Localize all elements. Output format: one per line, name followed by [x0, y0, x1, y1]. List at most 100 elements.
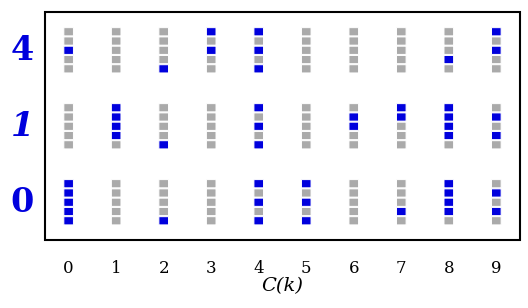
- FancyBboxPatch shape: [301, 37, 311, 45]
- FancyBboxPatch shape: [64, 37, 73, 45]
- FancyBboxPatch shape: [301, 132, 311, 140]
- FancyBboxPatch shape: [301, 55, 311, 64]
- FancyBboxPatch shape: [397, 46, 406, 55]
- FancyBboxPatch shape: [349, 65, 359, 73]
- FancyBboxPatch shape: [159, 122, 168, 130]
- Text: 0: 0: [11, 186, 34, 219]
- FancyBboxPatch shape: [444, 122, 454, 130]
- FancyBboxPatch shape: [206, 65, 216, 73]
- FancyBboxPatch shape: [397, 189, 406, 197]
- Text: 3: 3: [206, 260, 216, 277]
- FancyBboxPatch shape: [64, 65, 73, 73]
- FancyBboxPatch shape: [64, 207, 73, 216]
- FancyBboxPatch shape: [397, 141, 406, 149]
- Text: 0: 0: [63, 260, 74, 277]
- FancyBboxPatch shape: [111, 217, 121, 225]
- FancyBboxPatch shape: [349, 122, 359, 130]
- FancyBboxPatch shape: [159, 141, 168, 149]
- FancyBboxPatch shape: [64, 113, 73, 121]
- FancyBboxPatch shape: [444, 132, 454, 140]
- FancyBboxPatch shape: [349, 113, 359, 121]
- FancyBboxPatch shape: [301, 207, 311, 216]
- FancyBboxPatch shape: [397, 180, 406, 188]
- FancyBboxPatch shape: [444, 207, 454, 216]
- FancyBboxPatch shape: [492, 132, 501, 140]
- FancyBboxPatch shape: [254, 198, 263, 206]
- FancyBboxPatch shape: [254, 207, 263, 216]
- FancyBboxPatch shape: [159, 113, 168, 121]
- Text: 5: 5: [301, 260, 312, 277]
- FancyBboxPatch shape: [444, 37, 454, 45]
- FancyBboxPatch shape: [301, 46, 311, 55]
- FancyBboxPatch shape: [397, 113, 406, 121]
- FancyBboxPatch shape: [111, 189, 121, 197]
- FancyBboxPatch shape: [444, 198, 454, 206]
- FancyBboxPatch shape: [206, 132, 216, 140]
- FancyBboxPatch shape: [301, 103, 311, 112]
- FancyBboxPatch shape: [206, 113, 216, 121]
- FancyBboxPatch shape: [397, 122, 406, 130]
- FancyBboxPatch shape: [254, 37, 263, 45]
- FancyBboxPatch shape: [444, 189, 454, 197]
- FancyBboxPatch shape: [444, 180, 454, 188]
- FancyBboxPatch shape: [301, 65, 311, 73]
- FancyBboxPatch shape: [444, 55, 454, 64]
- FancyBboxPatch shape: [206, 207, 216, 216]
- FancyBboxPatch shape: [397, 132, 406, 140]
- FancyBboxPatch shape: [206, 37, 216, 45]
- FancyBboxPatch shape: [349, 132, 359, 140]
- FancyBboxPatch shape: [492, 28, 501, 36]
- FancyBboxPatch shape: [349, 207, 359, 216]
- FancyBboxPatch shape: [301, 217, 311, 225]
- FancyBboxPatch shape: [349, 217, 359, 225]
- FancyBboxPatch shape: [159, 103, 168, 112]
- FancyBboxPatch shape: [349, 189, 359, 197]
- FancyBboxPatch shape: [111, 28, 121, 36]
- FancyBboxPatch shape: [492, 46, 501, 55]
- FancyBboxPatch shape: [64, 189, 73, 197]
- FancyBboxPatch shape: [111, 103, 121, 112]
- FancyBboxPatch shape: [111, 198, 121, 206]
- FancyBboxPatch shape: [254, 28, 263, 36]
- FancyBboxPatch shape: [206, 217, 216, 225]
- FancyBboxPatch shape: [492, 55, 501, 64]
- FancyBboxPatch shape: [64, 180, 73, 188]
- FancyBboxPatch shape: [492, 122, 501, 130]
- FancyBboxPatch shape: [64, 198, 73, 206]
- FancyBboxPatch shape: [444, 46, 454, 55]
- Text: 2: 2: [158, 260, 169, 277]
- FancyBboxPatch shape: [397, 28, 406, 36]
- FancyBboxPatch shape: [111, 55, 121, 64]
- FancyBboxPatch shape: [254, 217, 263, 225]
- FancyBboxPatch shape: [64, 141, 73, 149]
- Text: 4: 4: [253, 260, 264, 277]
- FancyBboxPatch shape: [254, 113, 263, 121]
- FancyBboxPatch shape: [492, 37, 501, 45]
- FancyBboxPatch shape: [64, 217, 73, 225]
- FancyBboxPatch shape: [301, 122, 311, 130]
- FancyBboxPatch shape: [349, 37, 359, 45]
- FancyBboxPatch shape: [492, 207, 501, 216]
- FancyBboxPatch shape: [111, 132, 121, 140]
- Text: 1: 1: [111, 260, 121, 277]
- FancyBboxPatch shape: [349, 55, 359, 64]
- FancyBboxPatch shape: [254, 65, 263, 73]
- FancyBboxPatch shape: [254, 46, 263, 55]
- FancyBboxPatch shape: [159, 217, 168, 225]
- FancyBboxPatch shape: [254, 55, 263, 64]
- FancyBboxPatch shape: [301, 180, 311, 188]
- FancyBboxPatch shape: [301, 113, 311, 121]
- FancyBboxPatch shape: [206, 103, 216, 112]
- FancyBboxPatch shape: [64, 28, 73, 36]
- FancyBboxPatch shape: [349, 141, 359, 149]
- FancyBboxPatch shape: [111, 207, 121, 216]
- FancyBboxPatch shape: [206, 141, 216, 149]
- FancyBboxPatch shape: [492, 198, 501, 206]
- FancyBboxPatch shape: [206, 180, 216, 188]
- FancyBboxPatch shape: [444, 141, 454, 149]
- FancyBboxPatch shape: [159, 28, 168, 36]
- FancyBboxPatch shape: [159, 189, 168, 197]
- FancyBboxPatch shape: [492, 103, 501, 112]
- FancyBboxPatch shape: [111, 65, 121, 73]
- FancyBboxPatch shape: [111, 37, 121, 45]
